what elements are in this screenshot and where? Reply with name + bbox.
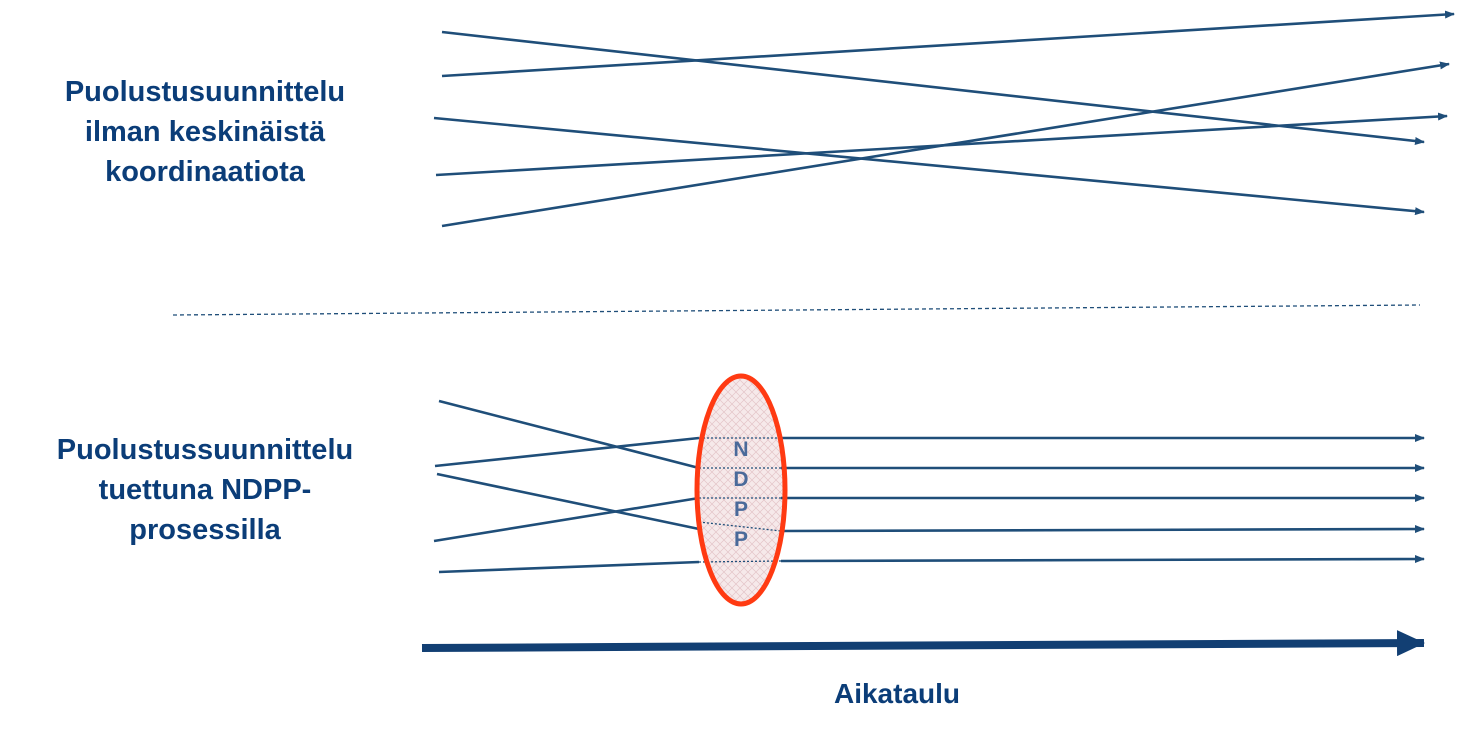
dotted-line — [698, 560, 782, 563]
planning-line — [441, 10, 1455, 78]
incoming-lines — [433, 399, 700, 574]
uncoordinated-lines — [433, 10, 1455, 228]
planning-line — [433, 116, 1425, 216]
outgoing-lines — [780, 434, 1425, 564]
ndpp-letter: P — [734, 498, 748, 521]
uncoordinated-planning-title: Puolustusuunnittelu ilman keskinäistä ko… — [30, 72, 380, 192]
title-line: tuettuna NDPP- — [98, 474, 312, 506]
ndpp-letters: N D P P — [733, 438, 748, 551]
ndpp-planning-title: Puolustussuunnittelu tuettuna NDPP- pros… — [30, 430, 380, 550]
title-line: Puolustussuunnittelu — [56, 434, 354, 466]
title-line: Puolustusuunnittelu — [64, 76, 346, 108]
title-line: prosessilla — [129, 514, 281, 546]
section-divider — [172, 304, 1421, 316]
ndpp-ellipse-fill — [697, 376, 785, 604]
planning-line — [441, 61, 1450, 228]
ndpp-ellipse — [694, 373, 788, 607]
inside-ellipse-dotted-lines — [698, 437, 782, 563]
title-line: koordinaatiota — [105, 156, 305, 188]
outgoing-line — [780, 555, 1425, 564]
ndpp-letter: N — [733, 438, 748, 461]
outgoing-line — [780, 525, 1425, 534]
ndpp-letter: P — [734, 528, 748, 551]
incoming-line — [438, 560, 700, 574]
incoming-line — [433, 496, 700, 543]
incoming-line — [438, 399, 700, 470]
time-axis-arrow — [421, 630, 1425, 657]
ndpp-letter: D — [733, 468, 748, 491]
time-axis-label: Aikataulu — [833, 678, 961, 709]
dotted-line — [698, 521, 782, 532]
title-line: ilman keskinäistä — [84, 116, 326, 148]
incoming-line — [436, 472, 700, 531]
planning-line — [441, 30, 1425, 145]
incoming-line — [434, 436, 700, 468]
